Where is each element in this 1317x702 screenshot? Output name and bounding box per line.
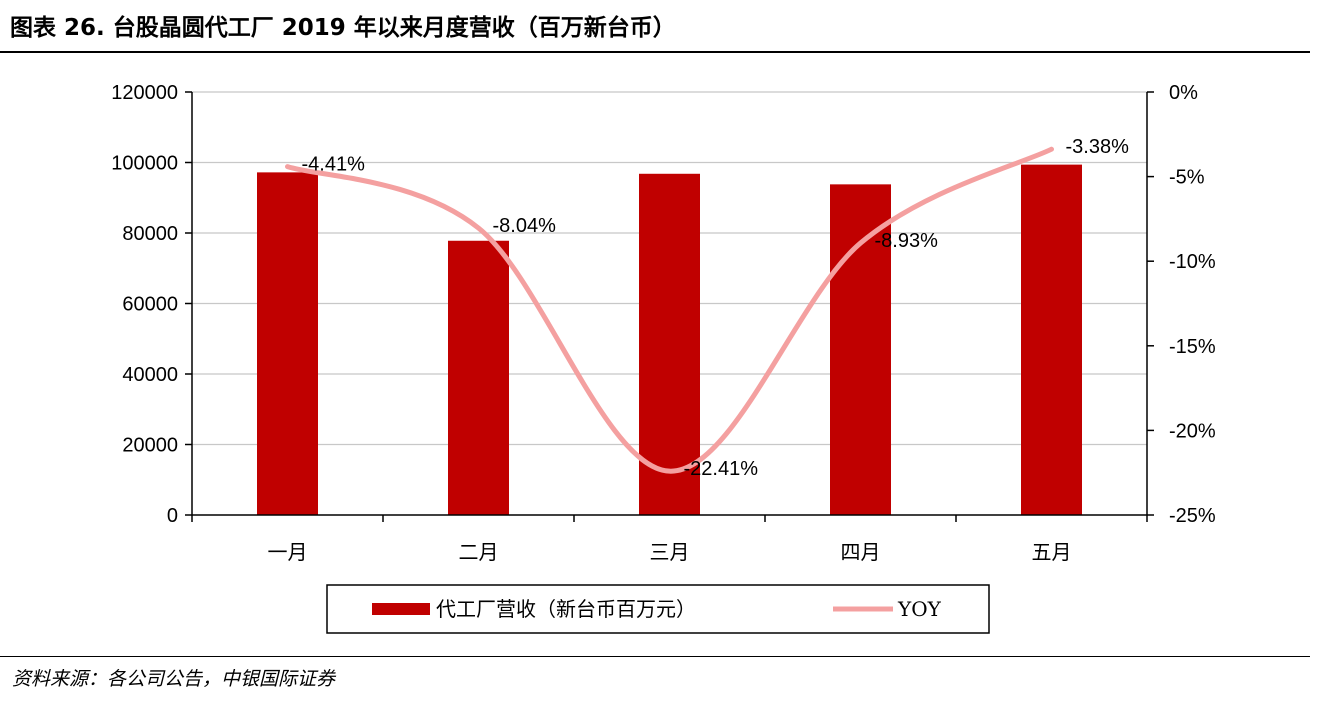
chart-title: 图表 26. 台股晶圆代工厂 2019 年以来月度营收（百万新台币） bbox=[10, 15, 676, 41]
bar bbox=[448, 240, 509, 515]
x-tick-label: 二月 bbox=[459, 540, 499, 564]
yoy-data-label: -8.93% bbox=[875, 230, 939, 252]
y-right-tick-label: -25% bbox=[1169, 505, 1216, 527]
x-tick-label: 一月 bbox=[268, 540, 308, 564]
title-rule bbox=[0, 51, 1310, 53]
y-left-tick-label: 80000 bbox=[122, 223, 178, 245]
y-left-tick-label: 100000 bbox=[111, 153, 178, 175]
x-tick-label: 三月 bbox=[650, 540, 690, 564]
legend: 代工厂营收（新台币百万元） YOY bbox=[326, 584, 990, 634]
x-tick-label: 五月 bbox=[1032, 540, 1072, 564]
y-left-tick-label: 120000 bbox=[111, 82, 178, 104]
data-labels: -4.41% -8.04% -22.41% -8.93% -3.38% bbox=[302, 136, 1130, 480]
y-right-tick-label: -10% bbox=[1169, 251, 1216, 273]
bar bbox=[830, 184, 891, 516]
y-right-tick-label: 0% bbox=[1169, 82, 1198, 104]
legend-swatch-revenue bbox=[372, 603, 430, 615]
yoy-data-label: -4.41% bbox=[302, 154, 366, 176]
legend-label-revenue: 代工厂营收（新台币百万元） bbox=[436, 597, 696, 621]
bar bbox=[639, 173, 700, 515]
footer-rule bbox=[0, 656, 1310, 657]
yoy-line-series bbox=[285, 146, 1054, 474]
y-left-tick-label: 0 bbox=[167, 505, 178, 527]
legend-label-yoy: YOY bbox=[897, 597, 942, 621]
x-tick-label: 四月 bbox=[841, 540, 881, 564]
y-right-tick-label: -15% bbox=[1169, 336, 1216, 358]
y-left-tick-label: 20000 bbox=[122, 435, 178, 457]
yoy-data-label: -22.41% bbox=[684, 458, 759, 480]
y-right-tick-label: -20% bbox=[1169, 420, 1216, 442]
bar-series bbox=[257, 164, 1082, 516]
bar bbox=[1021, 164, 1082, 516]
yoy-data-label: -8.04% bbox=[493, 215, 557, 237]
y-left-tick-label: 40000 bbox=[122, 364, 178, 386]
y-left-tick-label: 60000 bbox=[122, 294, 178, 316]
yoy-data-label: -3.38% bbox=[1066, 136, 1130, 158]
source-note: 资料来源：各公司公告，中银国际证券 bbox=[12, 668, 336, 690]
bar bbox=[257, 172, 318, 515]
y-right-tick-label: -5% bbox=[1169, 167, 1205, 189]
axes: 0 20000 40000 60000 80000 100000 120000 -25% -20… bbox=[111, 82, 1216, 564]
